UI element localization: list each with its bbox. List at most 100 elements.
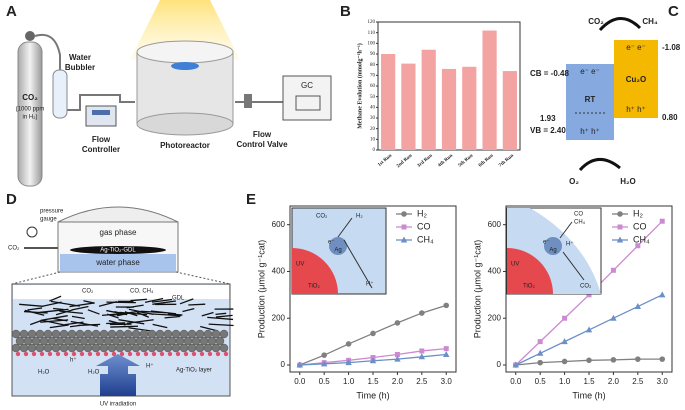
label: Controller — [82, 145, 120, 154]
particle — [59, 343, 69, 353]
fiber — [152, 300, 176, 305]
legend-marker — [400, 236, 408, 243]
ag-particle — [159, 351, 165, 357]
marker — [320, 360, 328, 367]
particle — [167, 336, 177, 346]
particle — [43, 343, 53, 353]
x-axis-label: Time (h) — [572, 390, 605, 400]
photoreactor-bottom — [136, 112, 234, 136]
particle — [207, 336, 217, 346]
legend-label: CO — [417, 221, 431, 231]
gc — [282, 75, 332, 121]
label: TiO₂ — [523, 284, 535, 290]
marker — [443, 346, 449, 352]
particle — [115, 343, 125, 353]
x-tick-label: 2.0 — [608, 377, 620, 386]
particle — [155, 343, 165, 353]
ag — [329, 237, 347, 255]
particle — [163, 329, 173, 339]
fiber — [70, 320, 99, 327]
ag — [544, 237, 562, 255]
fiber — [215, 312, 227, 316]
fiber — [110, 325, 139, 328]
x-tick-label: 2nd Run — [396, 153, 414, 169]
label: H₂O — [38, 370, 50, 376]
x-tick-label: 1.0 — [559, 377, 571, 386]
ag-particle — [15, 351, 21, 357]
particle — [195, 343, 205, 353]
tio2 — [507, 248, 553, 294]
label: CO, CH₄ — [130, 289, 154, 295]
particle — [191, 336, 201, 346]
controller-display — [92, 110, 110, 115]
y-axis-label: Methane Evolution (mmolg⁻¹h⁻¹) — [356, 43, 363, 129]
panel-label: E — [246, 191, 256, 208]
fiber — [164, 315, 180, 319]
fiber — [118, 319, 145, 325]
y-tick-label: 400 — [488, 267, 502, 276]
x-tick-label: 0.0 — [510, 377, 522, 386]
marker — [394, 320, 401, 326]
fiber — [150, 310, 177, 315]
particle — [183, 336, 193, 346]
ag-particle — [31, 351, 37, 357]
fiber — [23, 310, 48, 314]
label: CO₂ — [22, 93, 38, 102]
label: Ag-TiO₂ layer — [176, 368, 212, 374]
label: CH₄ — [574, 220, 586, 226]
y-axis-label: Production (μmol g⁻¹cat) — [472, 240, 482, 338]
y-tick-label: 100 — [368, 41, 376, 46]
label: CO₂ — [588, 17, 604, 26]
label: Flow — [253, 130, 272, 139]
particle — [187, 343, 197, 353]
particle — [107, 343, 117, 353]
ag-particle — [87, 351, 93, 357]
label: H⁺ — [366, 281, 374, 288]
particle — [91, 329, 101, 339]
fiber — [152, 323, 168, 329]
fiber — [87, 309, 100, 315]
particle — [31, 336, 41, 346]
label: H⁺ — [566, 241, 574, 248]
ag-particle — [63, 351, 69, 357]
fiber — [78, 323, 101, 327]
ag-particle — [199, 351, 205, 357]
ag-particle — [39, 351, 45, 357]
particle — [39, 336, 49, 346]
particle — [55, 336, 65, 346]
fiber — [52, 317, 68, 322]
marker — [370, 330, 376, 337]
arrow — [559, 221, 585, 281]
y-tick-label: 30 — [370, 116, 376, 121]
arrow — [578, 158, 621, 172]
fiber — [83, 300, 95, 304]
fiber — [98, 300, 117, 307]
particle — [15, 336, 25, 346]
marker — [610, 267, 616, 273]
marker — [443, 302, 450, 309]
y-tick-label: 80 — [370, 63, 376, 68]
x-tick-label: 3.0 — [657, 377, 669, 386]
legend-marker — [616, 236, 624, 243]
ag-particle — [71, 351, 77, 357]
ag-particle — [119, 351, 125, 357]
label: in H₂) — [23, 115, 38, 121]
marker — [394, 351, 400, 357]
particle — [67, 343, 77, 353]
label: e⁻ — [543, 240, 550, 246]
particle — [151, 336, 161, 346]
legend-label: CO — [633, 221, 647, 231]
y-tick-label: 0 — [281, 360, 286, 369]
marker — [443, 350, 450, 357]
marker — [635, 356, 641, 362]
dome — [57, 206, 179, 223]
label: gas phase — [100, 228, 137, 237]
y-axis-label: Production (μmol g⁻¹cat) — [256, 240, 266, 338]
label: CB = -0.48 — [530, 69, 569, 78]
marker — [537, 339, 543, 345]
marker — [296, 361, 303, 368]
ag-particle — [47, 351, 53, 357]
guide — [11, 271, 231, 285]
x-tick-label: 3.0 — [441, 377, 453, 386]
x-tick-label: 1.0 — [343, 377, 355, 386]
